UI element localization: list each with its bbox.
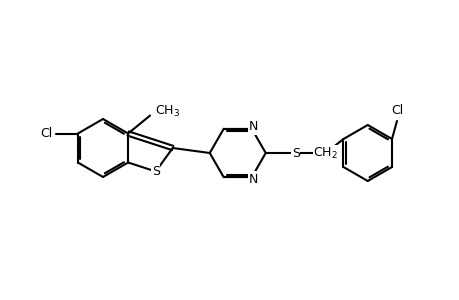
Text: CH$_2$: CH$_2$ — [313, 146, 337, 160]
Text: N: N — [248, 120, 258, 133]
Text: CH$_3$: CH$_3$ — [155, 104, 180, 119]
Text: Cl: Cl — [40, 127, 53, 140]
Text: Cl: Cl — [390, 104, 402, 117]
Text: S: S — [151, 165, 159, 178]
Text: N: N — [248, 173, 258, 186]
Text: S: S — [291, 146, 299, 160]
